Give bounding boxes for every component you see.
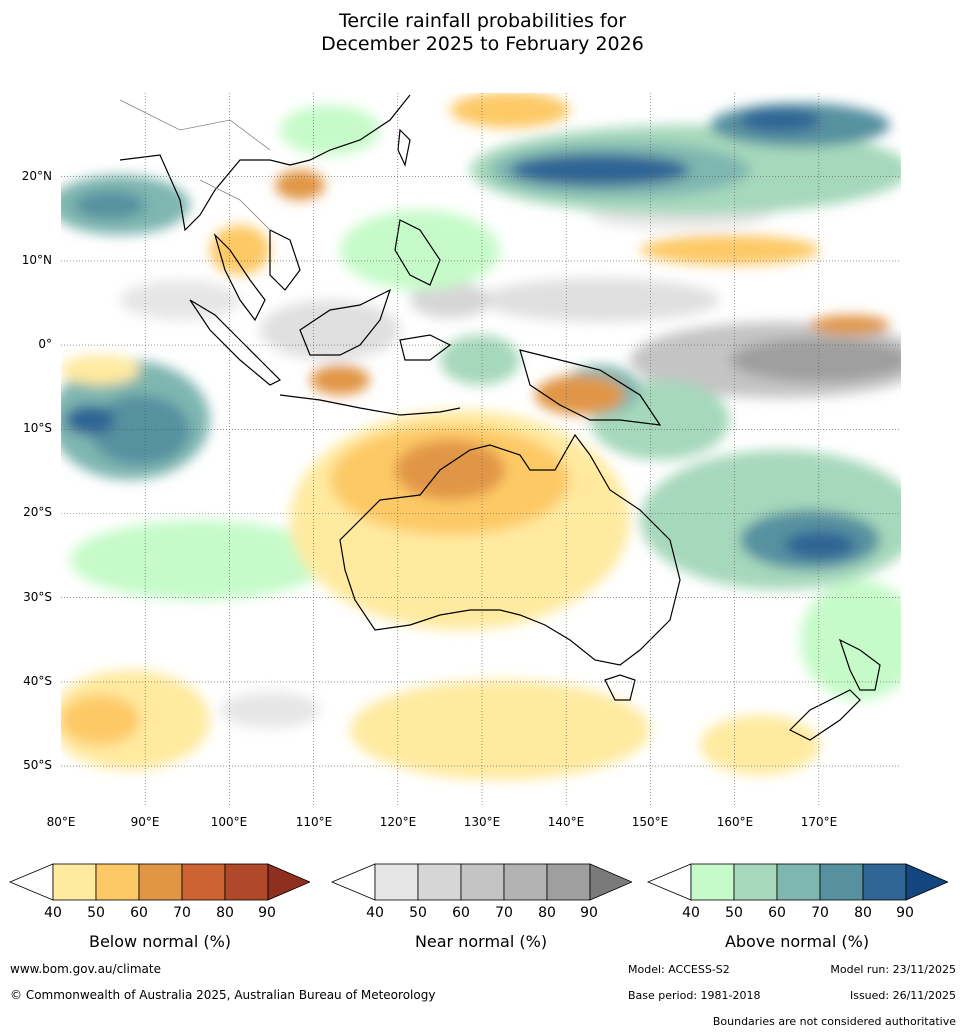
lat-label-10n: 10°N	[21, 253, 52, 267]
colorbar-swatch	[52, 863, 97, 901]
lon-label-140e: 140°E	[547, 815, 585, 829]
lat-label-20s: 20°S	[23, 505, 52, 519]
title-line-2: December 2025 to February 2026	[321, 33, 644, 55]
near-normal-title: Near normal (%)	[414, 932, 548, 951]
below-tick-80: 80	[216, 905, 234, 921]
colorbar-swatch	[690, 863, 735, 901]
colorbar-swatch-high	[905, 863, 948, 901]
above-normal-title: Above normal (%)	[724, 932, 870, 951]
colorbar-swatch	[503, 863, 548, 901]
colorbar-swatch	[819, 863, 864, 901]
below-tick-60: 60	[130, 905, 148, 921]
above-tick-40: 40	[682, 905, 700, 921]
issued-date: Issued: 26/11/2025	[849, 989, 956, 1002]
colorbar-swatch	[417, 863, 462, 901]
model-name: Model: ACCESS-S2	[628, 963, 730, 976]
lat-label-40s: 40°S	[23, 674, 52, 688]
lon-label-80e: 80°E	[46, 815, 76, 829]
colorbar-swatch-high	[589, 863, 632, 901]
lon-label-110e: 110°E	[295, 815, 333, 829]
colorbar-swatch	[374, 863, 419, 901]
near-tick-90: 90	[580, 905, 598, 921]
lon-label-130e: 130°E	[463, 815, 501, 829]
colorbar-swatch	[862, 863, 907, 901]
lat-label-10s: 10°S	[23, 421, 52, 435]
below-tick-40: 40	[44, 905, 62, 921]
lon-label-150e: 150°E	[631, 815, 669, 829]
lon-label-90e: 90°E	[130, 815, 160, 829]
lon-label-170e: 170°E	[800, 815, 838, 829]
model-run: Model run: 23/11/2025	[830, 963, 956, 976]
below-normal-swatches	[8, 863, 310, 901]
below-normal-title: Below normal (%)	[88, 932, 232, 951]
colorbar-swatch	[95, 863, 140, 901]
colorbar-swatch	[546, 863, 591, 901]
near-tick-80: 80	[538, 905, 556, 921]
above-tick-70: 70	[811, 905, 829, 921]
colorbar-swatch-low	[330, 863, 376, 901]
colorbar-swatch	[776, 863, 821, 901]
title-line-1: Tercile rainfall probabilities for	[338, 10, 627, 32]
colorbar-swatch-high	[267, 863, 310, 901]
boundaries-disclaimer: Boundaries are not considered authoritat…	[712, 1015, 956, 1028]
lon-label-100e: 100°E	[210, 815, 248, 829]
colorbar-swatch	[733, 863, 778, 901]
above-tick-90: 90	[896, 905, 914, 921]
colorbar-swatch	[181, 863, 226, 901]
lat-label-50s: 50°S	[23, 758, 52, 772]
lon-label-160e: 160°E	[716, 815, 754, 829]
above-normal-colorbar	[646, 863, 948, 901]
copyright: © Commonwealth of Australia 2025, Austra…	[10, 988, 436, 1002]
colorbar-swatch	[460, 863, 505, 901]
near-tick-40: 40	[366, 905, 384, 921]
near-tick-70: 70	[495, 905, 513, 921]
lon-label-120e: 120°E	[379, 815, 417, 829]
below-tick-50: 50	[87, 905, 105, 921]
bom-url: www.bom.gov.au/climate	[10, 962, 161, 976]
above-tick-80: 80	[854, 905, 872, 921]
below-tick-90: 90	[258, 905, 276, 921]
near-tick-50: 50	[409, 905, 427, 921]
near-normal-colorbar	[330, 863, 632, 901]
lat-label-30s: 30°S	[23, 590, 52, 604]
near-normal-swatches	[330, 863, 632, 901]
lat-label-0: 0°	[38, 337, 52, 351]
above-tick-50: 50	[725, 905, 743, 921]
near-tick-60: 60	[452, 905, 470, 921]
colorbar-swatch	[224, 863, 269, 901]
lat-label-20n: 20°N	[21, 169, 52, 183]
colorbar-swatch-low	[8, 863, 54, 901]
colorbar-swatch	[138, 863, 183, 901]
colorbar-swatch-low	[646, 863, 692, 901]
base-period: Base period: 1981-2018	[628, 989, 761, 1002]
above-tick-60: 60	[768, 905, 786, 921]
below-tick-70: 70	[173, 905, 191, 921]
map-title: Tercile rainfall probabilities for Decem…	[0, 10, 965, 56]
below-normal-colorbar	[8, 863, 310, 901]
above-normal-swatches	[646, 863, 948, 901]
